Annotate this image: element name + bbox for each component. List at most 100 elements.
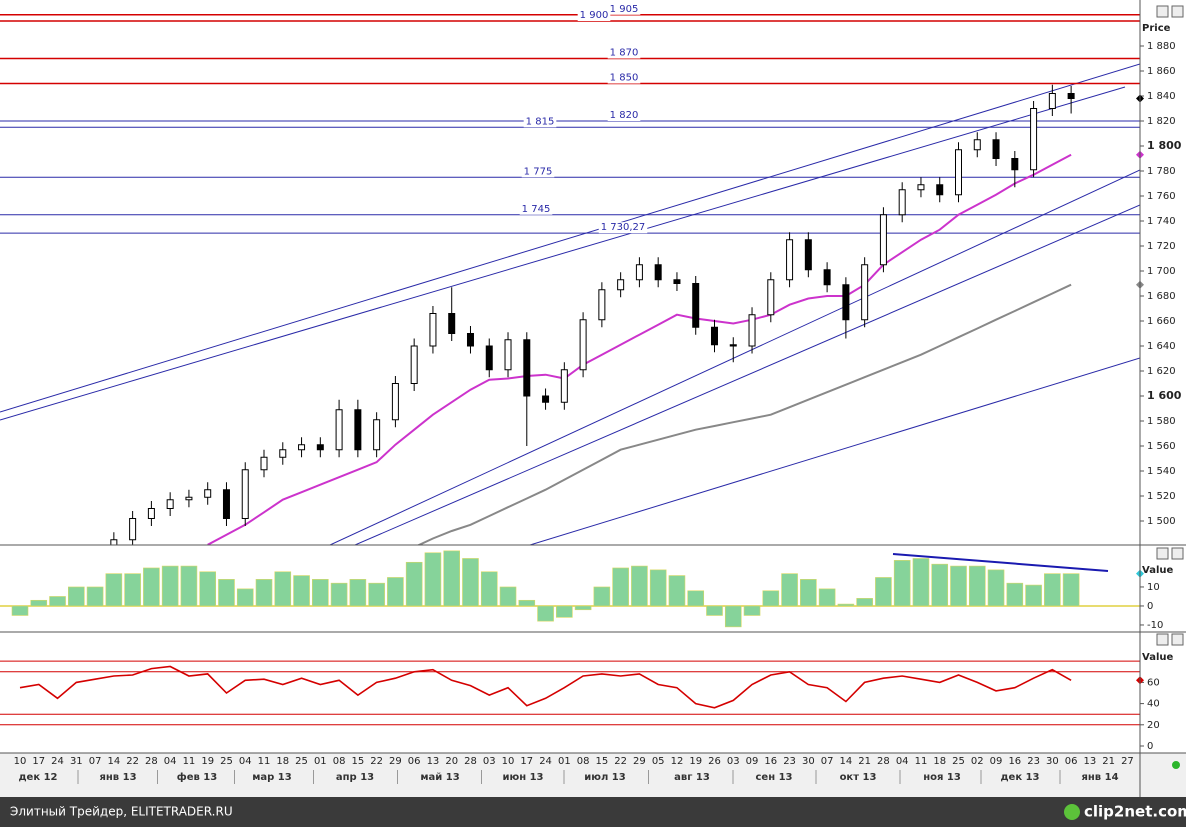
close-button[interactable]	[1171, 5, 1184, 18]
candle-body	[748, 314, 756, 347]
histogram-bar	[349, 579, 367, 607]
x-month-label: дек 12	[18, 772, 57, 783]
histogram-bar	[800, 579, 817, 607]
x-tick-label: 13	[427, 756, 440, 767]
y-tick-label: 1 800	[1147, 139, 1182, 152]
x-tick-label: 12	[671, 756, 684, 767]
histogram-bar	[724, 605, 742, 628]
candle-body	[560, 369, 568, 403]
x-tick-label: 10	[14, 756, 27, 767]
level-label-bg	[577, 10, 611, 21]
y-tick-label: 1 720	[1147, 241, 1176, 252]
trend-line	[529, 357, 1140, 545]
candle-body	[598, 289, 606, 321]
histogram-bar	[443, 550, 461, 607]
histogram-bar	[236, 588, 254, 607]
x-month-label: июл 13	[584, 772, 625, 783]
panel	[0, 14, 1140, 545]
trend-line	[329, 169, 1140, 545]
x-tick-label: 19	[201, 756, 214, 767]
y-tick-label: 1 880	[1147, 41, 1176, 52]
x-tick-label: 25	[295, 756, 308, 767]
print-button[interactable]	[1156, 5, 1169, 18]
histogram-bar	[912, 558, 930, 607]
y-tick-label: 1 780	[1147, 166, 1176, 177]
candle-body	[466, 333, 474, 347]
x-tick-label: 11	[915, 756, 928, 767]
y-tick-label: 1 700	[1147, 266, 1176, 277]
y-tick-label: 20	[1147, 720, 1160, 731]
histogram-bar	[499, 586, 517, 607]
histogram-bar	[68, 586, 85, 607]
candle-body	[354, 409, 362, 451]
histogram-bar	[762, 590, 780, 607]
print-button[interactable]	[1156, 547, 1169, 560]
x-month-label: фев 13	[177, 771, 217, 783]
y-tick-label: 1 520	[1147, 491, 1176, 502]
candle-body	[129, 518, 137, 541]
histogram-bar	[161, 565, 179, 607]
histogram-bar	[405, 561, 423, 607]
histogram-bar	[312, 579, 329, 607]
print-button[interactable]	[1156, 633, 1169, 646]
x-tick-label: 17	[520, 756, 533, 767]
candle-body	[823, 269, 831, 286]
y-tick-label: 0	[1147, 741, 1153, 752]
x-tick-label: 01	[558, 756, 571, 767]
x-tick-label: 14	[840, 756, 853, 767]
candle-body	[410, 345, 418, 384]
x-tick-label: 16	[1008, 756, 1021, 767]
histogram-bar	[293, 575, 310, 607]
y-tick-label: 1 840	[1147, 91, 1176, 102]
histogram-bar	[537, 605, 554, 622]
y-tick-label: 0	[1147, 601, 1153, 612]
level-label: 1 745	[522, 204, 551, 215]
close-button[interactable]	[1171, 547, 1184, 560]
candle-body	[316, 444, 324, 451]
trend-line	[354, 204, 1140, 545]
candle-body	[222, 489, 230, 519]
candle-body	[1030, 108, 1038, 171]
x-tick-label: 18	[276, 756, 289, 767]
y-tick-label: 1 540	[1147, 466, 1176, 477]
candle-body	[147, 508, 155, 519]
y-tick-label: 1 740	[1147, 216, 1176, 227]
candle-body	[635, 264, 643, 281]
candle-body	[973, 139, 981, 151]
level-label: 1 905	[610, 4, 639, 15]
x-month-label: май 13	[420, 772, 459, 783]
histogram-bar	[950, 565, 967, 607]
histogram-bar	[837, 603, 855, 607]
candle-body	[504, 339, 512, 371]
x-tick-label: 24	[539, 756, 552, 767]
x-tick-label: 19	[689, 756, 702, 767]
y-tick-label: 1 820	[1147, 116, 1176, 127]
y-tick-label: 1 680	[1147, 291, 1176, 302]
moving-average	[207, 153, 1072, 545]
histogram-bar	[368, 582, 385, 607]
x-tick-label: 01	[314, 756, 327, 767]
candle-body	[485, 345, 493, 371]
histogram-bar	[668, 575, 686, 607]
close-button[interactable]	[1171, 633, 1184, 646]
histogram-bar	[143, 567, 160, 607]
x-tick-label: 20	[445, 756, 458, 767]
x-tick-label: 03	[727, 756, 740, 767]
histogram-bar	[818, 588, 836, 607]
footer-logo[interactable]: clip2net.com	[1084, 803, 1186, 821]
x-tick-label: 21	[1102, 756, 1115, 767]
candle-body	[879, 214, 887, 266]
y-tick-label: 1 600	[1147, 389, 1182, 402]
candle-body	[523, 339, 531, 397]
x-tick-label: 15	[596, 756, 609, 767]
y-tick-label: 1 640	[1147, 341, 1176, 352]
candle-body	[842, 284, 850, 321]
candle-body	[298, 444, 306, 451]
histogram-bar	[199, 571, 216, 607]
candle-body	[692, 283, 700, 328]
x-tick-label: 04	[896, 756, 909, 767]
x-tick-label: 07	[89, 756, 102, 767]
level-label: 1 850	[610, 73, 639, 84]
x-tick-label: 10	[502, 756, 515, 767]
x-month-label: сен 13	[755, 772, 792, 783]
